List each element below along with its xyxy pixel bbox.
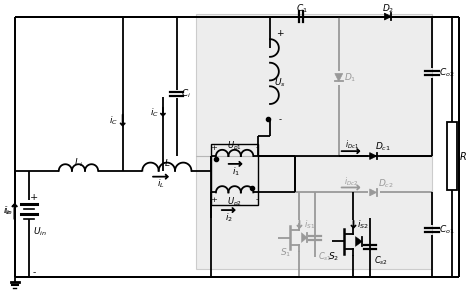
Text: $D_1$: $D_1$	[344, 71, 357, 84]
Text: $D_{c1}$: $D_{c1}$	[375, 141, 391, 154]
Text: $D_{c2}$: $D_{c2}$	[378, 177, 394, 190]
Text: $C_{s2}$: $C_{s2}$	[374, 255, 388, 267]
Text: $i_C$: $i_C$	[109, 114, 118, 127]
Text: $D_2$: $D_2$	[382, 2, 394, 15]
FancyBboxPatch shape	[196, 14, 432, 156]
Polygon shape	[335, 74, 342, 81]
Text: $i_L$: $i_L$	[157, 177, 165, 190]
Text: $R$: $R$	[458, 150, 466, 162]
Text: $S_1$: $S_1$	[280, 246, 291, 258]
Text: +: +	[30, 193, 38, 202]
Text: +: +	[210, 144, 218, 152]
Text: -: -	[256, 144, 259, 152]
Text: $i_{S1}$: $i_{S1}$	[304, 218, 315, 231]
Text: $i_2$: $i_2$	[225, 212, 233, 224]
Text: +: +	[210, 196, 218, 204]
Polygon shape	[355, 237, 362, 246]
Text: $C_{o1}$: $C_{o1}$	[439, 223, 455, 236]
Text: $U_s$: $U_s$	[274, 76, 285, 88]
Text: $U_{p2}$: $U_{p2}$	[227, 196, 242, 209]
Text: $C_{o2}$: $C_{o2}$	[439, 66, 455, 79]
Text: -: -	[33, 268, 36, 277]
Text: $U_{p1}$: $U_{p1}$	[227, 140, 242, 153]
Text: $i_{Dc2}$: $i_{Dc2}$	[344, 175, 359, 188]
Text: -: -	[256, 196, 259, 204]
FancyBboxPatch shape	[196, 156, 432, 269]
Text: $i_{S2}$: $i_{S2}$	[357, 218, 369, 231]
Text: $i_{in}$: $i_{in}$	[4, 205, 13, 217]
Text: $C_1$: $C_1$	[295, 2, 307, 15]
Text: $i_C$: $i_C$	[150, 107, 159, 119]
Bar	[447, 122, 456, 190]
Text: $i_{in}$: $i_{in}$	[3, 205, 12, 217]
Text: +: +	[276, 29, 284, 38]
Text: $i_{Dc1}$: $i_{Dc1}$	[344, 138, 359, 150]
Bar	[211, 144, 258, 205]
Text: $U_{in}$: $U_{in}$	[33, 225, 47, 238]
Text: $i_1$: $i_1$	[232, 166, 239, 178]
Text: $S_2$: $S_2$	[328, 251, 340, 263]
Polygon shape	[384, 13, 391, 20]
Text: $C_i$: $C_i$	[181, 88, 191, 100]
Polygon shape	[370, 189, 377, 196]
Text: $L_i$: $L_i$	[74, 157, 83, 169]
Text: $C_{s1}$: $C_{s1}$	[318, 251, 332, 263]
Text: -: -	[278, 115, 281, 124]
Polygon shape	[370, 153, 377, 159]
Text: $L$: $L$	[163, 157, 170, 168]
Polygon shape	[302, 233, 307, 242]
